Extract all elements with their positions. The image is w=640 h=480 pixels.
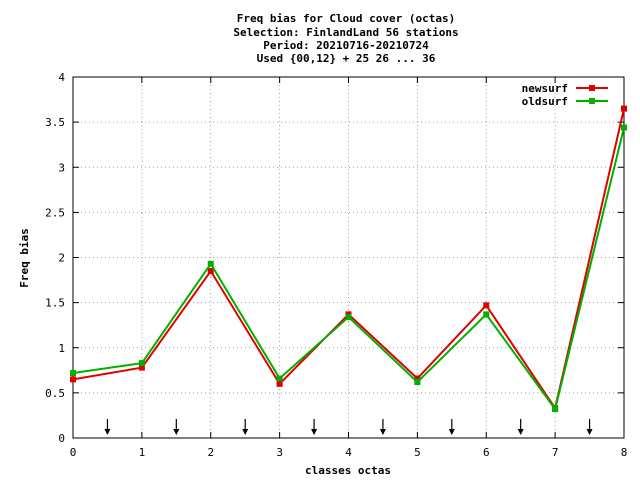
data-point-oldsurf	[483, 311, 490, 318]
y-tick-label: 0.5	[45, 387, 65, 400]
data-point-oldsurf	[414, 379, 421, 386]
x-tick-label: 1	[139, 446, 146, 459]
y-tick-label: 1.5	[45, 297, 65, 310]
data-point-newsurf	[621, 105, 627, 112]
arrow-marker-head	[448, 429, 455, 435]
data-point-oldsurf	[70, 370, 76, 377]
x-tick-label: 5	[414, 446, 421, 459]
y-axis-label: Freq bias	[18, 228, 31, 288]
data-series	[70, 105, 627, 413]
x-tick-label: 3	[276, 446, 283, 459]
x-tick-label: 8	[621, 446, 628, 459]
legend-marker	[589, 85, 595, 91]
data-point-newsurf	[276, 380, 283, 387]
x-tick-label: 2	[207, 446, 214, 459]
title-line-4: Used {00,12} + 25 26 ... 36	[257, 52, 436, 65]
data-point-newsurf	[70, 376, 76, 383]
arrow-marker-head	[379, 429, 386, 435]
legend-label: oldsurf	[522, 95, 568, 108]
title-line-1: Freq bias for Cloud cover (octas)	[237, 12, 456, 25]
y-axis-ticks: 0 0.5 1 1.5 2 2.5 3 3.5 4	[45, 71, 624, 445]
y-tick-label: 2.5	[45, 206, 65, 219]
data-point-oldsurf	[552, 406, 559, 413]
arrow-markers	[104, 419, 593, 435]
x-tick-label: 4	[345, 446, 352, 459]
x-tick-label: 6	[483, 446, 490, 459]
data-point-oldsurf	[207, 260, 214, 267]
x-axis-label: classes octas	[305, 464, 391, 477]
data-point-oldsurf	[621, 124, 627, 131]
x-tick-label: 0	[70, 446, 77, 459]
x-axis-ticks: 0 1 2 3 4 5 6 7 8	[70, 77, 628, 459]
x-tick-label: 7	[552, 446, 559, 459]
arrow-marker-head	[586, 429, 593, 435]
plot-frame	[72, 76, 625, 439]
data-point-newsurf	[207, 268, 214, 275]
y-tick-label: 3.5	[45, 116, 65, 129]
legend-marker	[589, 98, 595, 104]
data-point-newsurf	[414, 375, 421, 382]
y-tick-label: 0	[58, 432, 65, 445]
grid-lines	[73, 77, 624, 438]
chart-title: Freq bias for Cloud cover (octas) Select…	[233, 12, 458, 65]
y-tick-label: 3	[58, 161, 65, 174]
data-point-oldsurf	[276, 375, 283, 382]
legend-label: newsurf	[522, 82, 568, 95]
data-point-newsurf	[138, 364, 145, 371]
data-point-oldsurf	[138, 360, 145, 367]
title-line-3: Period: 20210716-20210724	[263, 39, 429, 52]
y-tick-label: 1	[58, 342, 65, 355]
arrow-marker-head	[311, 429, 318, 435]
title-line-2: Selection: FinlandLand 56 stations	[233, 26, 458, 39]
arrow-marker-head	[104, 429, 111, 435]
arrow-marker-head	[517, 429, 524, 435]
y-tick-label: 2	[58, 252, 65, 265]
data-point-newsurf	[483, 302, 490, 309]
arrow-marker-head	[173, 429, 180, 435]
data-point-oldsurf	[345, 314, 352, 321]
y-tick-label: 4	[58, 71, 65, 84]
arrow-marker-head	[242, 429, 249, 435]
